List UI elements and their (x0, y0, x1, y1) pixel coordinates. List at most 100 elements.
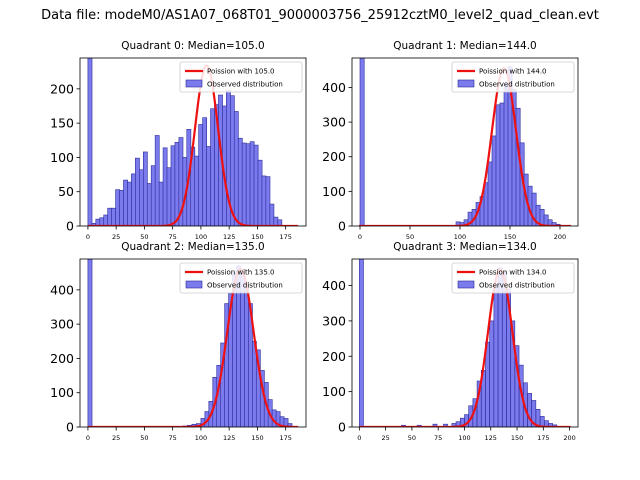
histogram-bar (489, 320, 495, 427)
x-tick-label: 25 (381, 434, 389, 442)
histogram-bar (206, 146, 211, 226)
histogram-bar (245, 143, 251, 226)
histogram-bar (359, 259, 364, 427)
legend-bar-swatch (185, 280, 203, 289)
x-tick-label: 25 (112, 434, 120, 442)
x-tick-label: 50 (140, 434, 148, 442)
histogram-bar (240, 272, 245, 427)
panel-title: Quadrant 1: Median=144.0 (393, 40, 536, 52)
histogram-bar (253, 144, 259, 226)
x-tick-label: 100 (195, 233, 207, 241)
legend-label-observed: Observed distribution (479, 282, 555, 290)
x-tick-label: 175 (279, 434, 291, 442)
y-tick-label: 50 (58, 184, 74, 199)
x-tick-label: 75 (169, 233, 177, 241)
x-tick-label: 25 (112, 233, 120, 241)
histogram-bar (146, 183, 152, 226)
plot-area (359, 259, 571, 427)
histogram-bar (269, 203, 275, 226)
histogram-bar (194, 155, 200, 226)
histogram-bar (87, 58, 93, 226)
histogram-bar (502, 271, 507, 427)
y-tick-label: 400 (322, 278, 346, 293)
y-tick-label: 200 (322, 349, 346, 364)
histogram-bar (154, 135, 160, 226)
histogram-bar (233, 111, 239, 226)
legend-box (179, 61, 303, 93)
histogram-bar (198, 124, 204, 226)
poisson-fit-line (359, 67, 571, 226)
x-tick-label: 150 (511, 434, 523, 442)
histogram-bar (287, 423, 293, 427)
histogram-bar (174, 142, 180, 226)
axes-frame (79, 258, 307, 428)
histogram-bar (107, 207, 113, 226)
x-tick-label: 175 (537, 434, 549, 442)
histogram-bar (237, 137, 243, 226)
histogram-bar (277, 219, 283, 226)
y-tick-label: 200 (50, 351, 74, 366)
axes-frame (351, 57, 579, 227)
poisson-fit-line (87, 64, 299, 226)
legend-label-fit: Poission with 135.0 (207, 269, 275, 277)
histogram-bar (202, 117, 208, 226)
y-tick-label: 150 (50, 116, 74, 131)
histogram-bar (491, 135, 497, 226)
x-tick-label: 50 (140, 233, 148, 241)
histogram-bar (139, 169, 144, 226)
quadrant-2-plot: 0 25 50 75 100 125 150 175 0 100 200 300 400 Quadrant… (50, 241, 307, 442)
y-tick-label: 100 (50, 385, 74, 400)
histogram-bar (127, 181, 132, 226)
legend: Poission with 105.0 Observed distribution (179, 61, 303, 93)
histogram-bar (249, 141, 255, 226)
histogram-bar (111, 207, 117, 226)
x-tick-label: 0 (86, 434, 90, 442)
histogram-bar (162, 147, 168, 226)
x-tick-label: 125 (223, 233, 235, 241)
legend-label-observed: Observed distribution (207, 282, 283, 290)
histogram-bar (150, 165, 156, 226)
histogram-bar (261, 175, 267, 226)
histogram-bar (515, 107, 521, 226)
y-tick-label: 300 (322, 313, 346, 328)
x-tick-label: 0 (358, 233, 362, 241)
histogram-bar (257, 159, 263, 226)
x-tick-label: 75 (434, 434, 442, 442)
x-tick-label: 150 (251, 233, 263, 241)
x-tick-label: 100 (458, 434, 470, 442)
x-tick-label: 125 (485, 434, 497, 442)
histogram-bar (273, 216, 279, 226)
y-tick-label: 200 (322, 149, 346, 164)
legend-box (451, 262, 575, 294)
x-tick-label: 0 (357, 434, 361, 442)
histogram-bar (359, 58, 365, 226)
legend-label-fit: Poission with 134.0 (479, 269, 547, 277)
x-tick-label: 0 (86, 233, 90, 241)
histogram-bar (244, 282, 249, 427)
histogram-bar (241, 142, 247, 226)
plot-area (359, 58, 571, 226)
y-tick-label: 300 (322, 115, 346, 130)
legend-box (451, 61, 575, 93)
x-tick-label: 125 (223, 434, 235, 442)
x-tick-label: 75 (169, 434, 177, 442)
legend-label-fit: Poission with 144.0 (479, 68, 547, 76)
y-tick-label: 100 (50, 150, 74, 165)
y-tick-label: 400 (50, 282, 74, 297)
histogram-bar (115, 189, 120, 226)
plot-area (87, 58, 299, 226)
y-tick-label: 0 (66, 219, 74, 234)
legend-bar-swatch (457, 280, 475, 289)
legend-bar-swatch (185, 79, 203, 88)
panel-title: Quadrant 0: Median=105.0 (121, 40, 264, 52)
histogram-bar (99, 217, 105, 226)
y-tick-label: 0 (338, 219, 346, 234)
poisson-fit-line (359, 268, 571, 427)
histogram-bar (443, 423, 448, 427)
histogram-bar (170, 145, 176, 226)
histogram-bar (119, 190, 124, 226)
legend-label-observed: Observed distribution (479, 81, 555, 89)
y-tick-label: 0 (338, 420, 346, 435)
legend-box (179, 262, 303, 294)
